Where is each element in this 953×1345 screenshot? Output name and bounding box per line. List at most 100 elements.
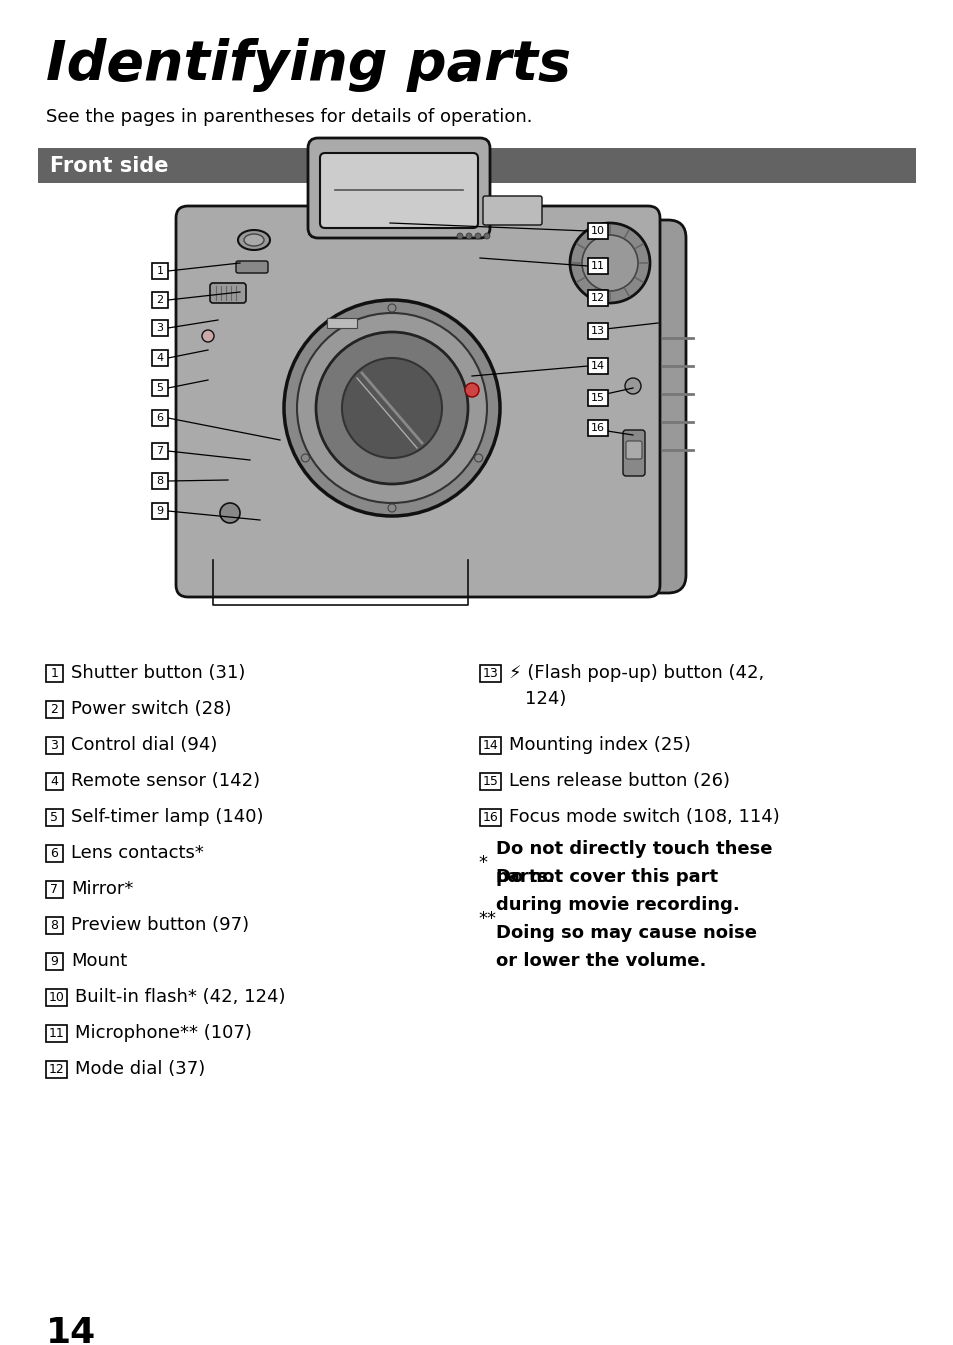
Text: 14: 14 [46, 1315, 96, 1345]
Text: 2: 2 [51, 703, 58, 716]
FancyBboxPatch shape [308, 139, 490, 238]
Bar [46, 845, 63, 862]
Text: *: * [477, 854, 486, 872]
Text: **: ** [477, 911, 496, 928]
Text: 7: 7 [156, 447, 163, 456]
Text: 7: 7 [51, 884, 58, 896]
Text: Front side: Front side [50, 156, 169, 176]
Text: 3: 3 [156, 323, 163, 334]
Bar [587, 323, 607, 339]
Ellipse shape [456, 233, 462, 239]
Bar [152, 350, 168, 366]
Ellipse shape [474, 455, 482, 461]
Bar [46, 664, 63, 682]
Text: 14: 14 [482, 738, 497, 752]
FancyBboxPatch shape [319, 153, 477, 229]
Text: 14: 14 [590, 360, 604, 371]
Text: Mirror*: Mirror* [71, 881, 133, 898]
Text: 5: 5 [51, 811, 58, 824]
Bar [152, 443, 168, 459]
Text: 16: 16 [482, 811, 497, 824]
Bar [587, 390, 607, 406]
FancyBboxPatch shape [175, 206, 659, 597]
Bar [46, 989, 67, 1006]
Text: Identifying parts: Identifying parts [46, 38, 571, 91]
Bar [587, 258, 607, 274]
Text: 124): 124) [524, 690, 566, 709]
Ellipse shape [388, 304, 395, 312]
Ellipse shape [220, 503, 240, 523]
Text: 6: 6 [156, 413, 163, 422]
FancyBboxPatch shape [210, 282, 246, 303]
Ellipse shape [465, 233, 472, 239]
Bar [152, 503, 168, 519]
Text: 13: 13 [482, 667, 497, 681]
Text: 15: 15 [590, 393, 604, 403]
Ellipse shape [388, 504, 395, 512]
Text: 4: 4 [156, 352, 163, 363]
Bar [46, 773, 63, 790]
Text: 2: 2 [156, 295, 163, 305]
Text: Mount: Mount [71, 952, 127, 971]
Bar [46, 737, 63, 755]
Text: 10: 10 [49, 991, 65, 1003]
Text: 1: 1 [156, 266, 163, 276]
Ellipse shape [237, 230, 270, 250]
Text: Shutter button (31): Shutter button (31) [71, 664, 245, 682]
Text: 12: 12 [590, 293, 604, 303]
Text: 6: 6 [51, 847, 58, 859]
Text: 8: 8 [51, 919, 58, 932]
Text: Lens release button (26): Lens release button (26) [509, 772, 729, 791]
Text: 9: 9 [156, 506, 163, 516]
Ellipse shape [284, 300, 499, 516]
Ellipse shape [315, 332, 468, 484]
Ellipse shape [301, 455, 309, 461]
Text: 3: 3 [51, 738, 58, 752]
Text: 15: 15 [482, 775, 497, 788]
Ellipse shape [244, 234, 264, 246]
Text: 8: 8 [156, 476, 163, 486]
Bar [479, 808, 500, 826]
Text: 11: 11 [590, 261, 604, 270]
Text: 4: 4 [51, 775, 58, 788]
Bar [46, 1061, 67, 1077]
Bar [152, 410, 168, 426]
FancyBboxPatch shape [559, 221, 685, 593]
Bar [38, 148, 915, 183]
Ellipse shape [624, 378, 640, 394]
Bar [587, 420, 607, 436]
Ellipse shape [569, 223, 649, 303]
Bar [46, 954, 63, 970]
Ellipse shape [202, 330, 213, 342]
Bar [479, 773, 500, 790]
Bar [587, 358, 607, 374]
Text: Control dial (94): Control dial (94) [71, 737, 217, 755]
Text: 13: 13 [590, 325, 604, 336]
Text: ⚡ (Flash pop-up) button (42,: ⚡ (Flash pop-up) button (42, [509, 664, 763, 682]
Text: Lens contacts*: Lens contacts* [71, 845, 204, 862]
Text: 11: 11 [49, 1028, 64, 1040]
Text: Microphone** (107): Microphone** (107) [75, 1025, 252, 1042]
FancyBboxPatch shape [625, 441, 641, 459]
Text: Do not cover this part
during movie recording.
Doing so may cause noise
or lower: Do not cover this part during movie reco… [496, 869, 757, 970]
Ellipse shape [341, 358, 441, 459]
FancyBboxPatch shape [622, 430, 644, 476]
Bar [479, 664, 500, 682]
Text: 16: 16 [590, 422, 604, 433]
Bar [587, 291, 607, 307]
Text: 10: 10 [590, 226, 604, 235]
Text: Preview button (97): Preview button (97) [71, 916, 249, 935]
Bar [479, 737, 500, 755]
Bar [46, 917, 63, 933]
Bar [152, 292, 168, 308]
Text: See the pages in parentheses for details of operation.: See the pages in parentheses for details… [46, 108, 532, 126]
Bar [46, 808, 63, 826]
Text: 5: 5 [156, 383, 163, 393]
FancyBboxPatch shape [482, 196, 541, 225]
Bar [152, 473, 168, 490]
Text: 1: 1 [51, 667, 58, 681]
Text: Mode dial (37): Mode dial (37) [75, 1060, 205, 1079]
Bar [46, 1025, 67, 1042]
Bar [327, 317, 356, 328]
Bar [152, 381, 168, 395]
